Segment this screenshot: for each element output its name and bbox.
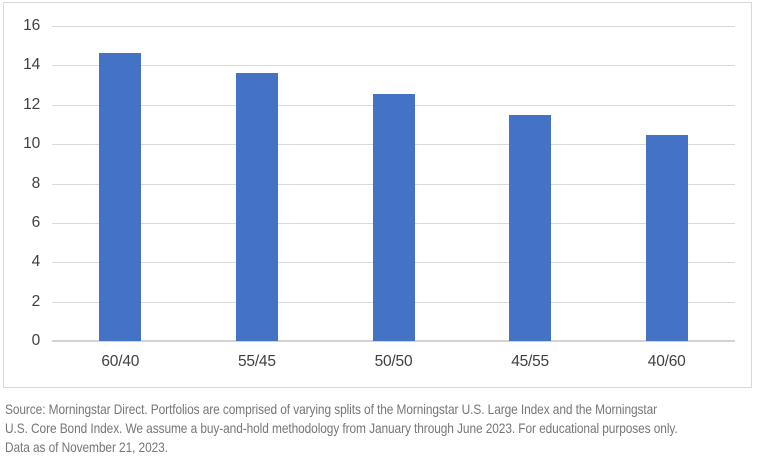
bar-60/40	[99, 52, 142, 341]
bar-50/50	[372, 93, 415, 341]
y-axis-tick-label: 8	[31, 174, 41, 192]
y-axis-tick-label: 16	[23, 17, 40, 34]
gridline	[52, 25, 735, 27]
bar-45/55	[509, 114, 552, 341]
x-axis-category-label: 55/45	[237, 353, 276, 370]
gridline	[52, 64, 735, 66]
y-axis-tick-label: 6	[31, 213, 41, 231]
y-axis-tick-label: 0	[31, 332, 41, 349]
y-axis-tick-label: 14	[23, 56, 40, 74]
x-axis-category-label: 40/60	[647, 353, 686, 370]
y-axis-tick-label: 2	[31, 292, 41, 310]
bar-55/45	[235, 73, 278, 341]
y-axis-tick-label: 4	[31, 253, 41, 271]
y-axis-tick-label: 12	[23, 95, 40, 113]
bar-chart: 0 2 4 6 8 10 12 14 16 60/40 55/45 50/50 45/55 40/60	[3, 2, 752, 388]
x-axis-category-label: 50/50	[374, 353, 413, 370]
x-axis-category-label: 45/55	[511, 353, 549, 370]
bar-40/60	[645, 135, 688, 341]
plot-area: 0 2 4 6 8 10 12 14 16 60/40 55/45 50/50 45/55 40/60	[23, 17, 735, 370]
source-note: Source: Morningstar Direct. Portfolios a…	[5, 400, 757, 457]
y-axis-tick-label: 10	[23, 135, 40, 153]
source-note-line: Source: Morningstar Direct. Portfolios a…	[5, 401, 658, 417]
source-note-line: U.S. Core Bond Index. We assume a buy-an…	[5, 420, 678, 436]
x-axis-line	[52, 340, 735, 342]
source-note-line: Data as of November 21, 2023.	[5, 439, 168, 455]
x-axis-category-label: 60/40	[101, 353, 140, 370]
